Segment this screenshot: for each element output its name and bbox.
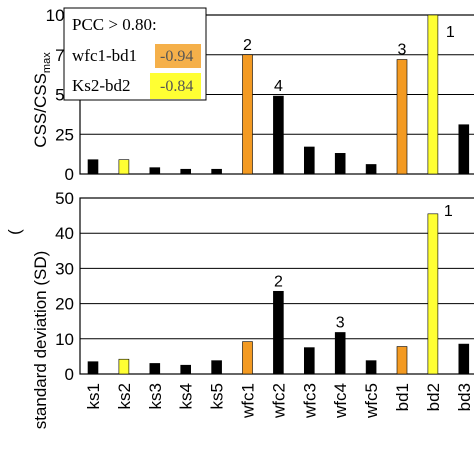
bottom-y-axis-label: standard deviation (SD) — [31, 251, 50, 430]
bar-annotation: 2 — [243, 37, 252, 54]
bar-wfc4 — [334, 332, 346, 375]
bar-ks5 — [211, 168, 222, 175]
bar-bd3 — [458, 343, 470, 375]
bar-bd3 — [458, 124, 470, 175]
bar-annotation: 2 — [274, 273, 283, 290]
x-tick-label: wfc3 — [300, 383, 319, 419]
x-tick-label: ks3 — [146, 383, 165, 409]
bar-ks3 — [149, 167, 161, 175]
y-tick-label: 30 — [55, 259, 74, 278]
bar-bd1 — [396, 59, 408, 175]
bar-wfc4 — [334, 153, 346, 175]
y-tick-label: 0 — [65, 365, 74, 384]
legend-item-2-swatch — [150, 73, 201, 99]
x-tick-label: wfc4 — [331, 383, 350, 419]
y-tick-label: 20 — [55, 295, 74, 314]
legend: PCC > 0.80: wfc1-bd1 -0.94 Ks2-bd2 -0.84 — [63, 7, 207, 101]
x-tick-label: ks4 — [177, 383, 196, 409]
x-tick-label: bd2 — [424, 383, 443, 411]
bar-bd1 — [396, 346, 408, 375]
bar-ks1 — [87, 159, 99, 175]
bar-annotation: 1 — [444, 203, 453, 220]
x-tick-label: ks2 — [115, 383, 134, 409]
bar-wfc2 — [273, 290, 284, 375]
x-tick-label: ks1 — [84, 383, 103, 409]
legend-title: PCC > 0.80: — [72, 15, 157, 34]
bar-ks1 — [87, 361, 99, 375]
x-tick-label: bd1 — [393, 383, 412, 411]
bar-ks5 — [211, 360, 222, 375]
bar-wfc2 — [273, 95, 284, 175]
legend-item-1-value: -0.94 — [160, 48, 193, 65]
x-tick-label: ks5 — [208, 383, 227, 409]
y-tick-label: 10 — [55, 330, 74, 349]
legend-item-1-name: wfc1-bd1 — [72, 46, 137, 65]
y-tick-label: 25 — [55, 125, 74, 144]
legend-item-2-name: Ks2-bd2 — [72, 76, 131, 95]
y-tick-label: 0 — [65, 165, 74, 184]
x-tick-label: wfc2 — [269, 383, 288, 419]
bar-ks2 — [118, 159, 130, 175]
bar-ks2 — [118, 358, 130, 375]
bar-wfc5 — [365, 164, 377, 175]
bar-wfc3 — [303, 146, 315, 175]
top-y-axis-label: CSS/CSSmax — [31, 52, 53, 148]
bar-annotation: 3 — [336, 314, 345, 331]
y-tick-label: 50 — [55, 189, 74, 208]
bar-annotation: 3 — [398, 42, 407, 59]
x-tick-label: wfc1 — [239, 383, 258, 419]
legend-item-2-value: -0.84 — [160, 78, 193, 95]
bar-annotation: 4 — [274, 78, 283, 95]
x-tick-label: bd3 — [455, 383, 474, 411]
bottom-y-axis-label-prefix: ( — [5, 229, 24, 235]
bar-wfc1 — [242, 54, 253, 175]
bar-wfc5 — [365, 360, 377, 375]
bar-wfc3 — [303, 347, 315, 375]
bar-annotation: 1 — [446, 24, 455, 41]
y-tick-label: 40 — [55, 224, 74, 243]
bottom-chart-panel: 010203040502314ks1ks2ks3ks4ks5wfc1wfc2wf… — [55, 189, 474, 419]
bar-bd2 — [427, 213, 439, 375]
bar-wfc1 — [242, 341, 253, 375]
bar-bd2 — [427, 14, 439, 175]
bar-ks3 — [149, 363, 161, 375]
bar-ks4 — [180, 364, 191, 375]
x-tick-label: wfc5 — [362, 383, 381, 419]
bar-ks4 — [180, 168, 191, 175]
legend-item-1-swatch — [155, 44, 201, 68]
